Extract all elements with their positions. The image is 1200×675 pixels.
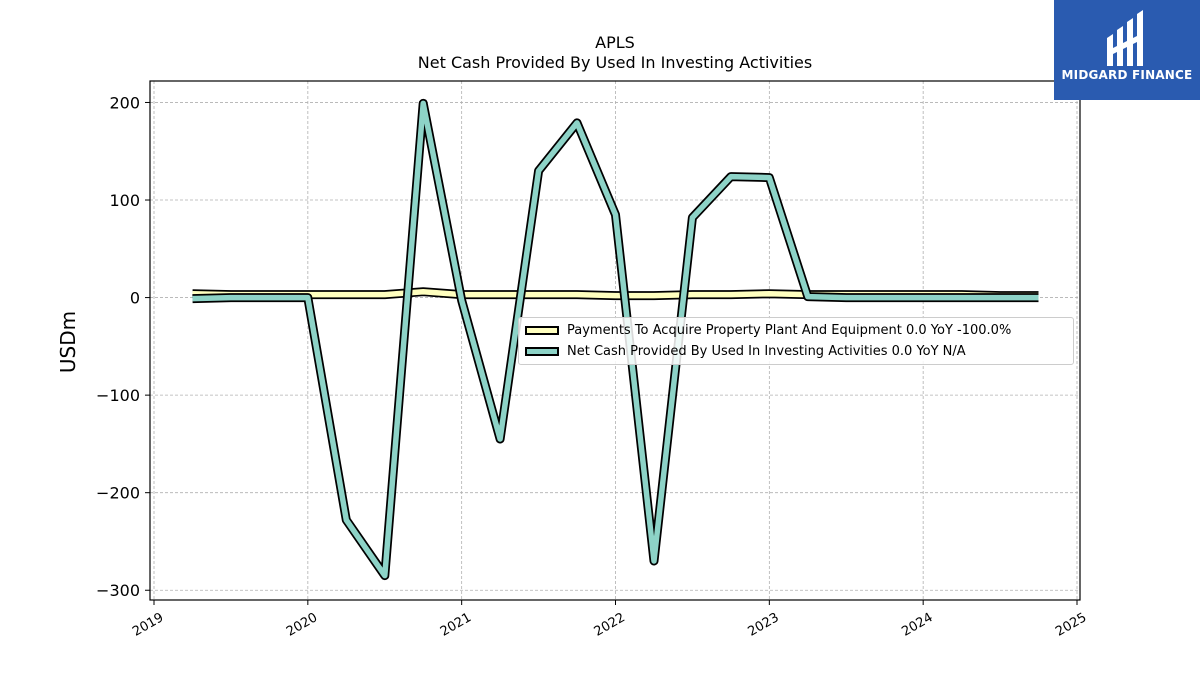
legend-label-payments: Payments To Acquire Property Plant And E… — [567, 322, 1012, 338]
y-tick-label: 100 — [109, 191, 140, 210]
y-tick-label: 200 — [109, 93, 140, 112]
series-line-1 — [192, 100, 1039, 579]
x-tick-label: 2025 — [1053, 610, 1089, 640]
legend-item-payments: Payments To Acquire Property Plant And E… — [525, 321, 1011, 339]
y-axis-label: USDm — [56, 311, 80, 373]
x-tick-label: 2023 — [746, 610, 782, 640]
x-tick-label: 2020 — [284, 610, 320, 640]
logo-text: MIDGARD FINANCE — [1061, 68, 1193, 82]
midgard-logo-icon — [1107, 10, 1143, 66]
x-tick-label: 2024 — [899, 610, 935, 640]
y-tick-label: −100 — [96, 386, 140, 405]
y-tick-label: −200 — [96, 484, 140, 503]
legend: Payments To Acquire Property Plant And E… — [518, 317, 1074, 365]
y-tick-label: 0 — [130, 289, 140, 308]
x-tick-label: 2022 — [592, 610, 628, 640]
legend-swatch-payments — [525, 325, 559, 335]
chart-title: APLS — [595, 33, 635, 52]
x-tick-label: 2021 — [438, 610, 474, 640]
y-tick-label: −300 — [96, 581, 140, 600]
legend-label-net-cash: Net Cash Provided By Used In Investing A… — [567, 343, 966, 359]
legend-swatch-net-cash — [525, 346, 559, 356]
chart-subtitle: Net Cash Provided By Used In Investing A… — [417, 53, 813, 72]
x-tick-label: 2019 — [130, 610, 166, 640]
axis-ticks: 200 100 0 −100 −200 −300 2019 2020 2021 2022 2023 2… — [96, 93, 1089, 639]
midgard-finance-logo: MIDGARD FINANCE — [1054, 0, 1200, 100]
series-layer — [192, 98, 1039, 581]
legend-item-net-cash: Net Cash Provided By Used In Investing A… — [525, 342, 966, 360]
